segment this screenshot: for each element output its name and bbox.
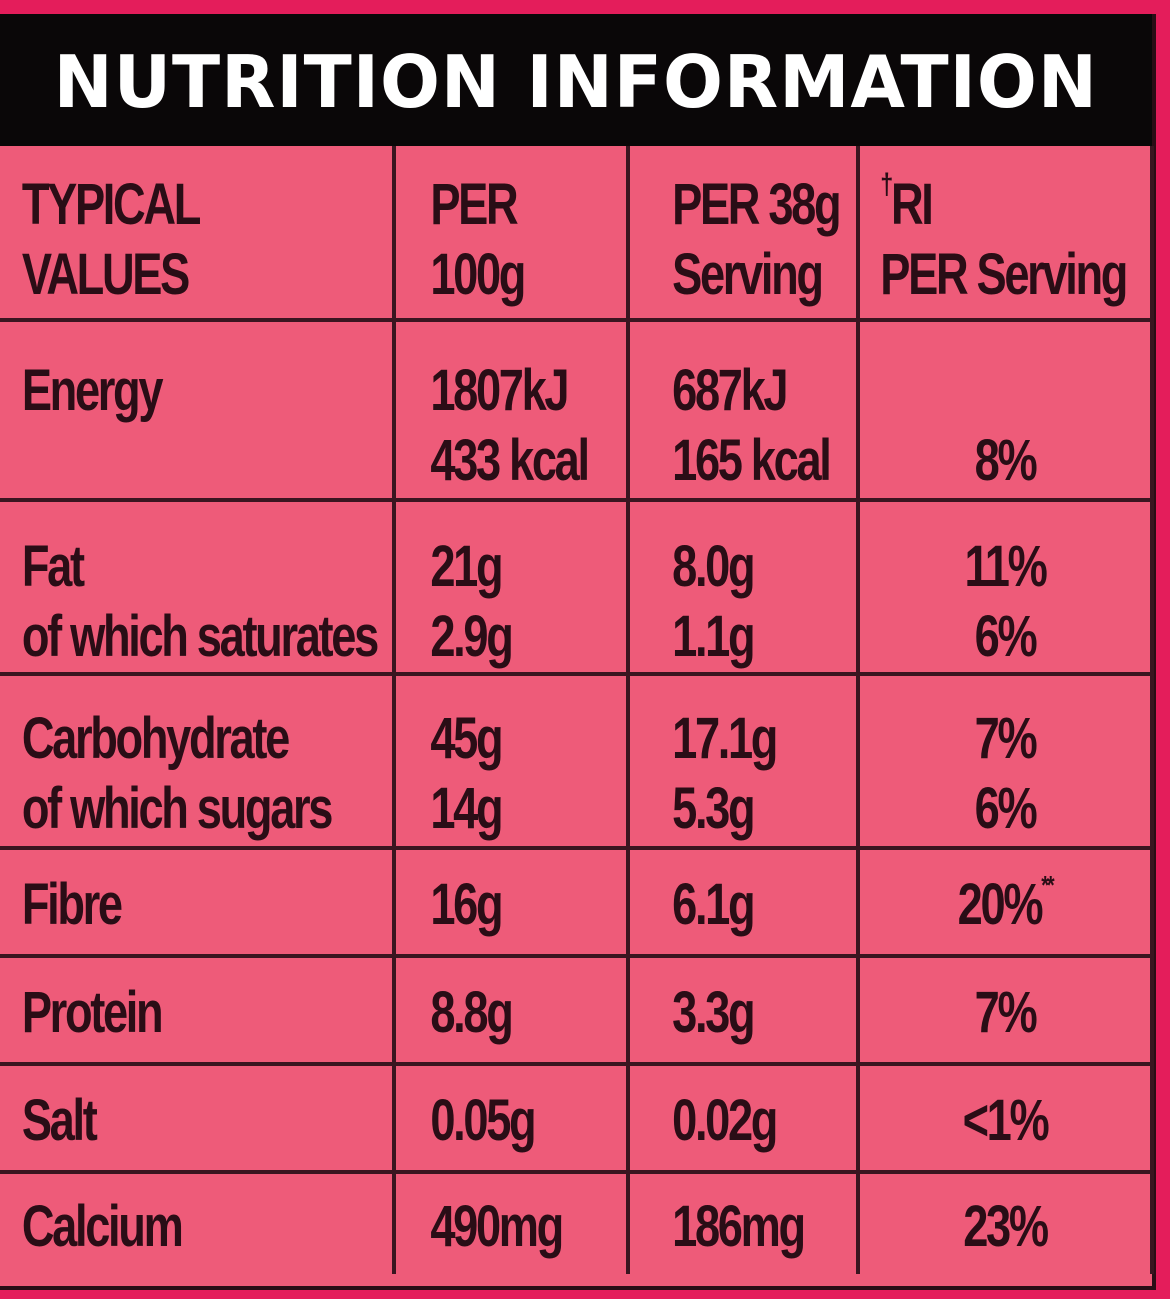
ri-value: 20%** — [856, 846, 1154, 958]
ri-value: 7% 6% — [856, 672, 1154, 850]
header-ri-per-serving: †RI PER Serving — [856, 146, 1154, 322]
nutrient-label: Carbohydrate of which sugars — [0, 672, 396, 850]
per-100g-value: 490mg — [392, 1170, 630, 1274]
ri-value: 7% — [856, 954, 1154, 1066]
per-100g-value: 45g 14g — [392, 672, 630, 850]
dagger-mark: † — [880, 168, 893, 201]
per-100g-value: 1807kJ 433 kcal — [392, 318, 630, 502]
per-100g-value: 0.05g — [392, 1062, 630, 1174]
per-serving-value: 186mg — [626, 1170, 860, 1274]
ri-value: <1% — [856, 1062, 1154, 1174]
table-row-energy: Energy 1807kJ 433 kcal 687kJ 165 kcal 8% — [0, 318, 1154, 502]
ri-value: 8% — [856, 318, 1154, 502]
header-per-100g: PER 100g — [392, 146, 630, 322]
nutrient-label: Energy — [0, 318, 396, 502]
per-serving-value: 8.0g 1.1g — [626, 498, 860, 676]
table-row-protein: Protein 8.8g 3.3g 7% — [0, 954, 1154, 1066]
table-row-fat: Fat of which saturates 21g 2.9g 8.0g 1.1… — [0, 498, 1154, 676]
per-serving-value: 6.1g — [626, 846, 860, 958]
nutrient-label: Fibre — [0, 846, 396, 958]
table-row-calcium: Calcium 490mg 186mg 23% — [0, 1170, 1154, 1274]
ri-value: 11% 6% — [856, 498, 1154, 676]
per-serving-value: 17.1g 5.3g — [626, 672, 860, 850]
nutrient-label: Salt — [0, 1062, 396, 1174]
per-serving-value: 3.3g — [626, 954, 860, 1066]
title-bar: NUTRITION INFORMATION — [0, 14, 1152, 146]
per-serving-value: 687kJ 165 kcal — [626, 318, 860, 502]
header-typical-values: TYPICAL VALUES — [0, 146, 396, 322]
per-serving-value: 0.02g — [626, 1062, 860, 1174]
per-100g-value: 21g 2.9g — [392, 498, 630, 676]
table-row-fibre: Fibre 16g 6.1g 20%** — [0, 846, 1154, 958]
nutrition-label: NUTRITION INFORMATION TYPICAL VALUES PER — [0, 14, 1156, 1290]
header-row: TYPICAL VALUES PER 100g PER 38g Serving — [0, 146, 1154, 322]
table-row-salt: Salt 0.05g 0.02g <1% — [0, 1062, 1154, 1174]
nutrient-label: Calcium — [0, 1170, 396, 1274]
ri-value: 23% — [856, 1170, 1154, 1274]
footnote-mark: ** — [1041, 870, 1054, 900]
nutrient-label: Fat of which saturates — [0, 498, 396, 676]
nutrition-title: NUTRITION INFORMATION — [53, 40, 1099, 124]
nutrition-table: TYPICAL VALUES PER 100g PER 38g Serving — [0, 146, 1154, 1274]
header-per-serving: PER 38g Serving — [626, 146, 860, 322]
nutrient-label: Protein — [0, 954, 396, 1066]
per-100g-value: 8.8g — [392, 954, 630, 1066]
per-100g-value: 16g — [392, 846, 630, 958]
table-row-carbohydrate: Carbohydrate of which sugars 45g 14g 17.… — [0, 672, 1154, 850]
